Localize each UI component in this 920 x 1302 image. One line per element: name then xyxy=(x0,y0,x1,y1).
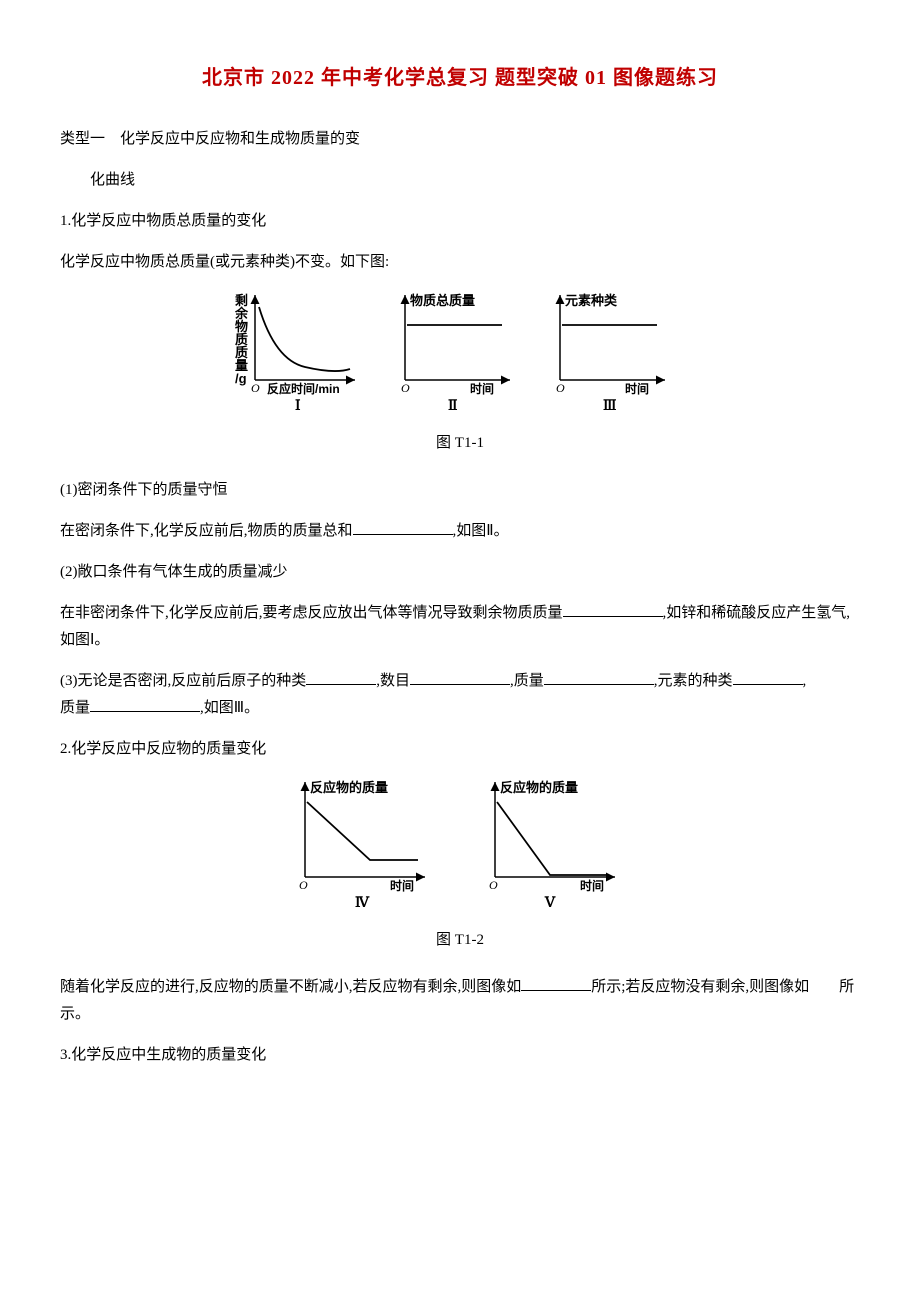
q2-lead: (2)敞口条件有气体生成的质量减少 xyxy=(60,559,860,586)
svg-text:O: O xyxy=(251,381,260,395)
blank xyxy=(521,975,591,991)
q3-c: ,质量 xyxy=(510,673,544,689)
blank xyxy=(90,696,200,712)
para-5: 3.化学反应中生成物的质量变化 xyxy=(60,1042,860,1069)
blank xyxy=(544,669,654,685)
q3-f: 质量 xyxy=(60,700,90,716)
q3-e: , xyxy=(803,673,807,689)
section-heading: 类型一 化学反应中反应物和生成物质量的变 xyxy=(60,126,860,153)
blank xyxy=(353,519,453,535)
figure-t1-2: 反应物的质量 O 时间 Ⅳ 反应物的质量 O 时间 Ⅴ xyxy=(60,777,860,917)
svg-text:O: O xyxy=(556,381,565,395)
q3-text: (3)无论是否密闭,反应前后原子的种类 ,数目 ,质量 ,元素的种类, 质量 ,如图Ⅲ。 xyxy=(60,668,860,722)
q3-d: ,元素的种类 xyxy=(654,673,733,689)
figure-t1-2-caption: 图 T1-2 xyxy=(60,927,860,954)
blank xyxy=(733,669,803,685)
svg-text:Ⅰ: Ⅰ xyxy=(295,398,301,410)
para-1: 1.化学反应中物质总质量的变化 xyxy=(60,208,860,235)
svg-text:时间: 时间 xyxy=(580,878,604,893)
svg-text:元素种类: 元素种类 xyxy=(565,293,618,308)
q2-a: 在非密闭条件下,化学反应前后,要考虑反应放出气体等情况导致剩余物质质量 xyxy=(60,605,563,621)
q1-b: ,如图Ⅱ。 xyxy=(453,523,509,539)
svg-text:时间: 时间 xyxy=(625,381,649,396)
blank xyxy=(410,669,510,685)
svg-text:反应物的质量: 反应物的质量 xyxy=(500,780,578,795)
page-title: 北京市 2022 年中考化学总复习 题型突破 01 图像题练习 xyxy=(60,60,860,96)
svg-text:反应物的质量: 反应物的质量 xyxy=(310,780,388,795)
svg-text:反应时间/min: 反应时间/min xyxy=(267,381,340,396)
blank xyxy=(306,669,376,685)
svg-text:时间: 时间 xyxy=(470,381,494,396)
q3-g: ,如图Ⅲ。 xyxy=(200,700,259,716)
svg-text:Ⅲ: Ⅲ xyxy=(603,398,617,410)
figure-t1-1-caption: 图 T1-1 xyxy=(60,430,860,457)
q3-a: (3)无论是否密闭,反应前后原子的种类 xyxy=(60,673,306,689)
para-4: 随着化学反应的进行,反应物的质量不断减小,若反应物有剩余,则图像如所示;若反应物… xyxy=(60,974,860,1028)
para-3: 2.化学反应中反应物的质量变化 xyxy=(60,736,860,763)
q1-lead: (1)密闭条件下的质量守恒 xyxy=(60,477,860,504)
svg-text:O: O xyxy=(489,878,498,892)
svg-text:剩余物质质量/g: 剩余物质质量/g xyxy=(234,293,249,386)
svg-text:物质总质量: 物质总质量 xyxy=(410,293,475,308)
para-2: 化学反应中物质总质量(或元素种类)不变。如下图: xyxy=(60,249,860,276)
q3-b: ,数目 xyxy=(376,673,410,689)
q1-text: 在密闭条件下,化学反应前后,物质的质量总和 ,如图Ⅱ。 xyxy=(60,518,860,545)
svg-text:Ⅳ: Ⅳ xyxy=(355,895,370,907)
section-heading-cont: 化曲线 xyxy=(60,167,860,194)
svg-text:O: O xyxy=(401,381,410,395)
blank xyxy=(563,601,663,617)
svg-text:O: O xyxy=(299,878,308,892)
svg-text:Ⅱ: Ⅱ xyxy=(448,398,458,410)
q2-text: 在非密闭条件下,化学反应前后,要考虑反应放出气体等情况导致剩余物质质量,如锌和稀… xyxy=(60,600,860,654)
svg-text:时间: 时间 xyxy=(390,878,414,893)
figure-t1-1: 剩余物质质量/g O 反应时间/min Ⅰ 物质总质量 O 时间 Ⅱ 元素种类 … xyxy=(60,290,860,420)
q1-a: 在密闭条件下,化学反应前后,物质的质量总和 xyxy=(60,523,353,539)
svg-text:Ⅴ: Ⅴ xyxy=(544,895,556,907)
p4-a: 随着化学反应的进行,反应物的质量不断减小,若反应物有剩余,则图像如 xyxy=(60,979,521,995)
